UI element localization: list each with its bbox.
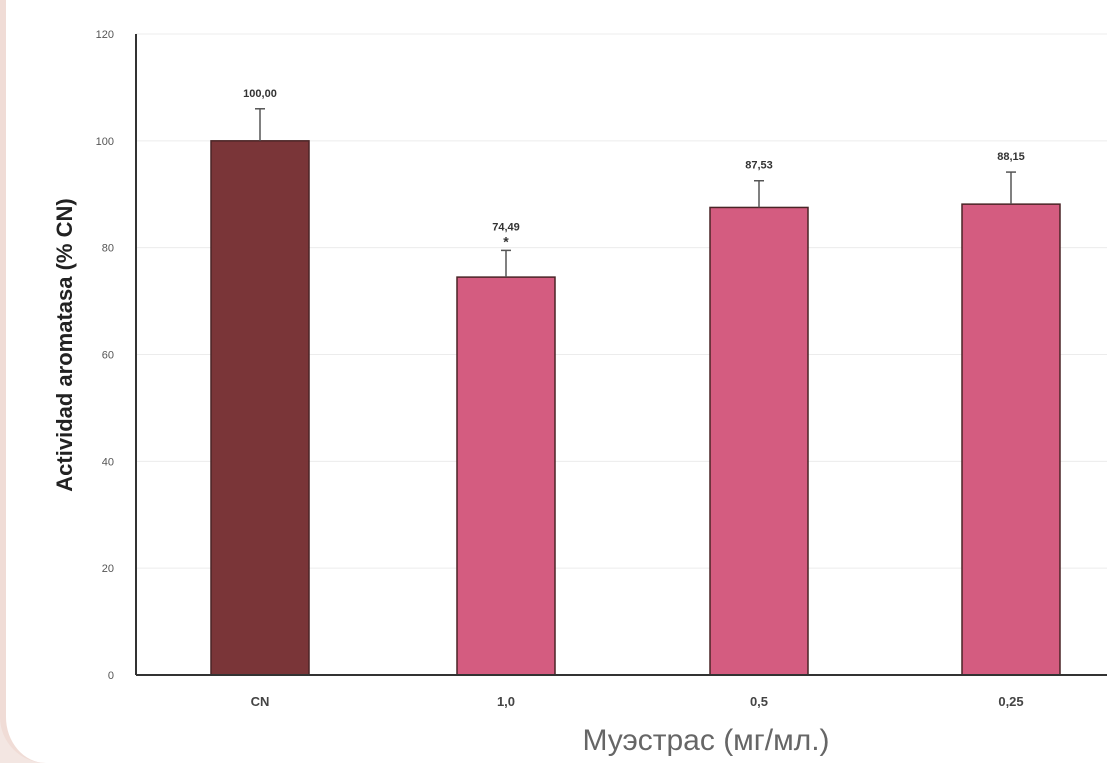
y-tick-label: 120 bbox=[96, 29, 114, 41]
data-label: 74,49 bbox=[492, 221, 520, 233]
error-bars bbox=[255, 108, 1016, 278]
data-labels: 100,00 *74,49 87,53 88,15 bbox=[243, 88, 1025, 250]
y-tick-label: 20 bbox=[102, 563, 114, 575]
x-axis-label: Муэстрас (мг/мл.) bbox=[582, 724, 829, 757]
y-axis-label: Actividad aromatasa (% CN) bbox=[52, 198, 77, 491]
bar bbox=[709, 206, 809, 676]
y-tick-label: 80 bbox=[102, 243, 114, 255]
x-tick-label: CN bbox=[251, 694, 270, 709]
data-label: 87,53 bbox=[745, 160, 773, 172]
bar bbox=[961, 203, 1061, 676]
y-tick-label: 100 bbox=[96, 136, 114, 148]
x-axis-ticks: CN 1,0 0,5 0,25 bbox=[251, 694, 1024, 709]
y-tick-label: 0 bbox=[108, 670, 114, 682]
x-tick-label: 0,5 bbox=[750, 694, 768, 709]
bar bbox=[210, 140, 310, 676]
data-label: 100,00 bbox=[243, 88, 277, 100]
x-tick-label: 1,0 bbox=[497, 694, 515, 709]
y-tick-label: 60 bbox=[102, 350, 114, 362]
bars bbox=[210, 140, 1061, 676]
bar-chart: 0 20 40 60 80 100 120 100,00 *74,49 87,53 88,15 C… bbox=[52, 29, 1107, 757]
x-tick-label: 0,25 bbox=[998, 694, 1023, 709]
y-tick-label: 40 bbox=[102, 456, 114, 468]
bar bbox=[456, 276, 556, 676]
y-axis-ticks: 0 20 40 60 80 100 120 bbox=[96, 29, 114, 682]
significance-marker: * bbox=[503, 233, 509, 249]
data-label: 88,15 bbox=[997, 151, 1025, 163]
